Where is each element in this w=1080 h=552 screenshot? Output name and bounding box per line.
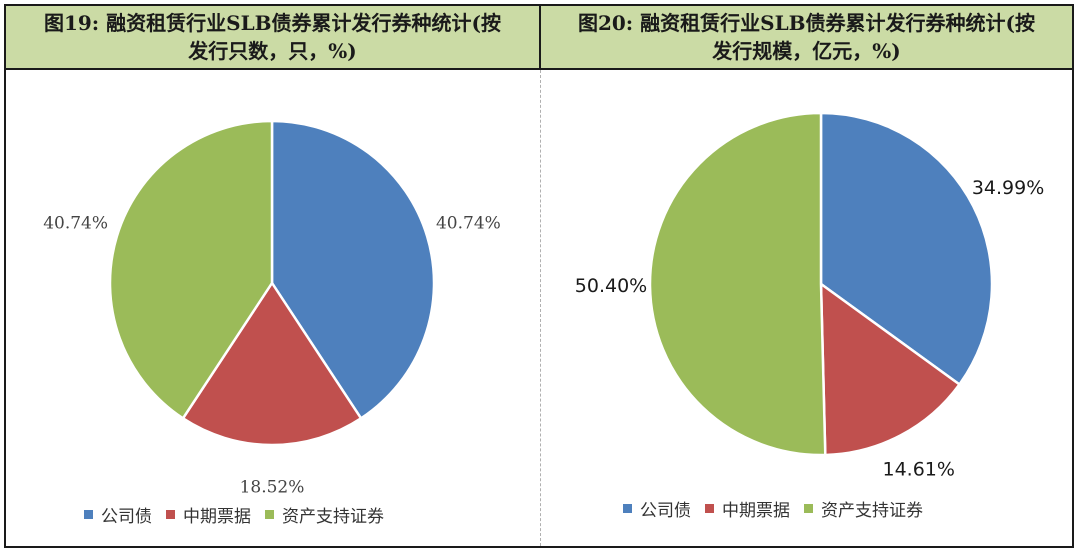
- figure-20-legend: 公司债 中期票据 资产支持证券: [623, 496, 923, 521]
- slice-mtn: [181, 280, 363, 447]
- figure-20-panel: 34.99% 14.61% 50.40% 公司债 中期票据 资产支持证券: [541, 70, 1072, 546]
- figure-19-legend: 公司债 中期票据 资产支持证券: [84, 502, 384, 527]
- data-label-abs: 50.40%: [575, 275, 647, 297]
- legend-swatch-bonds: [84, 510, 93, 519]
- legend-item-mtn: 中期票据: [705, 496, 790, 521]
- figure-19-title: 图19: 融资租赁行业SLB债券累计发行券种统计(按 发行只数，只，%): [6, 6, 539, 70]
- legend-label-mtn: 中期票据: [183, 507, 251, 527]
- panel-divider: [540, 70, 541, 546]
- data-label-bonds: 34.99%: [972, 177, 1044, 199]
- figure-frame: 图19: 融资租赁行业SLB债券累计发行券种统计(按 发行只数，只，%) 图20…: [4, 4, 1074, 548]
- slice-abs: [108, 119, 274, 421]
- legend-label-abs: 资产支持证券: [821, 501, 923, 521]
- data-label-mtn: 18.52%: [240, 478, 305, 498]
- slice-abs: [648, 111, 827, 457]
- legend-item-bonds: 公司债: [84, 502, 152, 527]
- legend-swatch-mtn: [166, 510, 175, 519]
- slice-mtn: [819, 281, 962, 457]
- legend-swatch-abs: [804, 504, 813, 513]
- legend-swatch-abs: [265, 510, 274, 519]
- figure-20-title: 图20: 融资租赁行业SLB债券累计发行券种统计(按 发行规模，亿元，%): [541, 6, 1072, 70]
- figure-20-title-line-2: 发行规模，亿元，%): [712, 39, 901, 63]
- data-label-bonds: 40.74%: [436, 214, 501, 234]
- legend-label-bonds: 公司债: [640, 501, 691, 521]
- data-label-mtn: 14.61%: [883, 458, 955, 480]
- figure-19-pie-chart: 40.74% 18.52% 40.74%: [43, 119, 501, 498]
- legend-item-abs: 资产支持证券: [265, 502, 384, 527]
- data-label-abs: 40.74%: [43, 214, 108, 234]
- legend-label-bonds: 公司债: [101, 507, 152, 527]
- legend-swatch-bonds: [623, 504, 632, 513]
- legend-swatch-mtn: [705, 504, 714, 513]
- legend-label-mtn: 中期票据: [722, 501, 790, 521]
- figure-20-pie-chart: 34.99% 14.61% 50.40%: [575, 111, 1044, 480]
- header-divider: [539, 6, 541, 70]
- figure-19-title-line-1: 图19: 融资租赁行业SLB债券累计发行券种统计(按: [43, 11, 502, 35]
- figure-20-title-line-1: 图20: 融资租赁行业SLB债券累计发行券种统计(按: [577, 11, 1036, 35]
- legend-label-abs: 资产支持证券: [282, 507, 384, 527]
- slice-bonds: [819, 111, 994, 387]
- legend-item-mtn: 中期票据: [166, 502, 251, 527]
- figure-19-panel: 40.74% 18.52% 40.74% 公司债 中期票据 资产支持证券: [6, 70, 539, 546]
- figure-19-title-line-2: 发行只数，只，%): [188, 39, 357, 63]
- legend-item-bonds: 公司债: [623, 496, 691, 521]
- legend-item-abs: 资产支持证券: [804, 496, 923, 521]
